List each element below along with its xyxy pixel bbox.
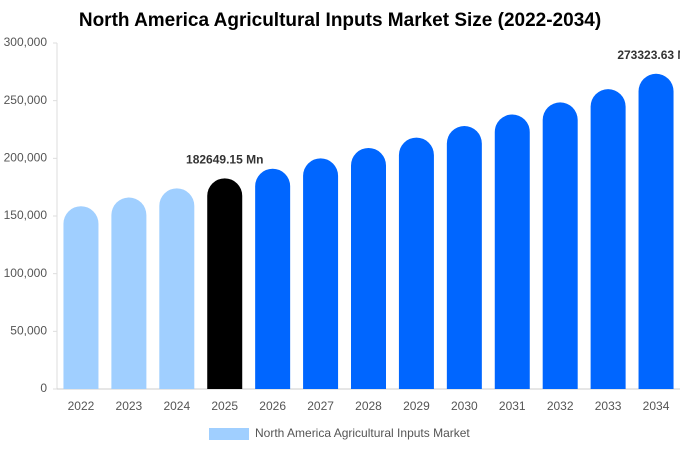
y-tick-label: 100,000	[4, 266, 48, 280]
bar	[542, 102, 578, 389]
bar	[351, 147, 386, 389]
legend-swatch	[209, 428, 249, 440]
y-tick-label: 200,000	[4, 151, 48, 165]
bar	[303, 158, 339, 389]
bar	[159, 188, 195, 389]
data-label: 182649.15 Mn	[186, 153, 263, 167]
y-tick-label: 0	[40, 381, 47, 395]
bar	[590, 89, 626, 389]
x-tick-label: 2025	[211, 399, 238, 413]
bar	[207, 178, 243, 389]
bar	[494, 114, 530, 390]
x-tick-label: 2032	[547, 399, 574, 413]
y-tick-label: 250,000	[4, 93, 48, 107]
y-tick-label: 150,000	[4, 208, 48, 222]
data-label: 273323.63 Mn	[617, 48, 680, 62]
x-tick-label: 2030	[451, 399, 478, 413]
x-tick-label: 2031	[499, 399, 526, 413]
x-tick-label: 2022	[68, 399, 95, 413]
bar	[398, 137, 434, 389]
x-tick-label: 2033	[595, 399, 622, 413]
y-tick-label: 300,000	[4, 35, 48, 49]
bar	[446, 126, 482, 389]
bar	[63, 206, 99, 389]
x-tick-label: 2024	[163, 399, 190, 413]
x-tick-label: 2026	[259, 399, 286, 413]
bar	[638, 73, 674, 389]
bar	[255, 168, 291, 389]
y-tick-label: 50,000	[10, 324, 47, 338]
bar	[111, 197, 147, 389]
x-tick-label: 2027	[307, 399, 334, 413]
chart-title: North America Agricultural Inputs Market…	[79, 10, 601, 31]
x-tick-label: 2028	[355, 399, 382, 413]
x-tick-label: 2029	[403, 399, 430, 413]
legend-label: North America Agricultural Inputs Market	[255, 426, 470, 440]
x-tick-label: 2023	[116, 399, 143, 413]
x-tick-label: 2034	[643, 399, 670, 413]
